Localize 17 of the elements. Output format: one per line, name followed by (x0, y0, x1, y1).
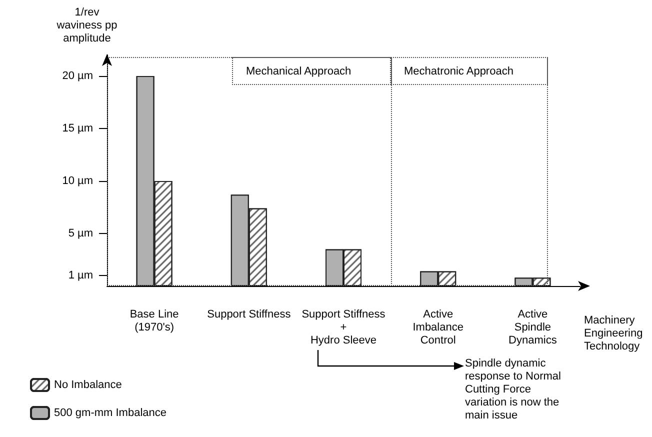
text: Spindle dynamic response to Normal Cutting Force variation is now the main issue (465, 358, 561, 422)
y-tick-label: 1 µm (68, 270, 93, 282)
x-tick-label: Active Spindle Dynamics (508, 308, 558, 346)
y-tick-label: 5 µm (68, 228, 93, 240)
x-tick-label: Active Imbalance Control (412, 308, 464, 346)
annotation: Mechatronic Approach (404, 66, 514, 78)
y-axis-title: 1/rev waviness pp amplitude (56, 6, 118, 44)
legend-label: No Imbalance (54, 379, 122, 391)
annotation: Mechanical Approach (246, 66, 352, 78)
legend-label: 500 gm-mm Imbalance (54, 407, 166, 419)
x-tick-label: Base Line (1970's) (130, 308, 179, 334)
y-tick-label: 15 µm (62, 122, 93, 134)
y-tick-label: 10 µm (62, 175, 93, 187)
x-tick-label: Support Stiffness (207, 308, 292, 320)
y-tick-label: 20 µm (62, 70, 93, 82)
x-axis-title: Machinery Engineering Technology (584, 314, 643, 352)
x-tick-label: Support Stiffness + Hydro Sleeve (302, 308, 386, 346)
